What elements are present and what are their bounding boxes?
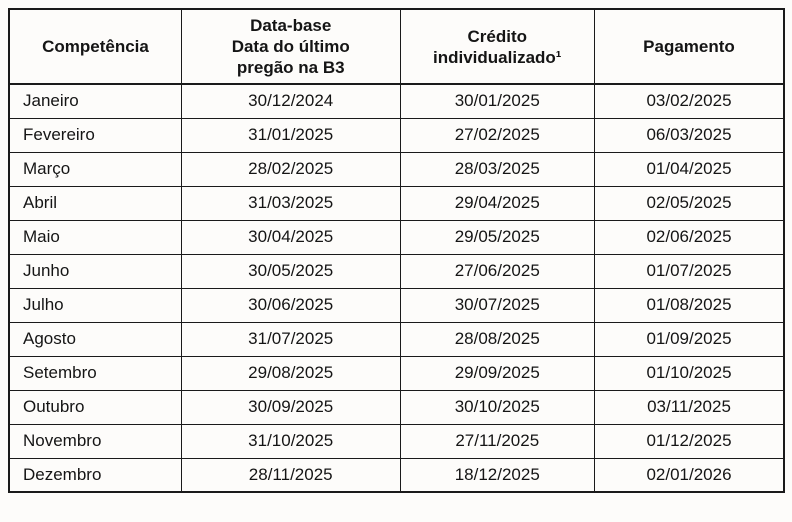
table-row: Agosto 31/07/2025 28/08/2025 01/09/2025 bbox=[8, 321, 785, 357]
table-row: Novembro 31/10/2025 27/11/2025 01/12/2025 bbox=[8, 423, 785, 459]
column-header-line: Crédito bbox=[467, 26, 528, 46]
date-cell: 30/07/2025 bbox=[399, 287, 595, 323]
table-row: Fevereiro 31/01/2025 27/02/2025 06/03/2025 bbox=[8, 117, 785, 153]
date-cell: 01/04/2025 bbox=[594, 151, 785, 187]
date-cell: 30/05/2025 bbox=[180, 253, 401, 289]
payment-calendar-table: Competência Data-base Data do último pregão… bbox=[8, 8, 785, 493]
column-header-pagamento: Pagamento bbox=[594, 8, 785, 85]
date-cell: 01/09/2025 bbox=[594, 321, 785, 357]
month-cell: Julho bbox=[8, 287, 182, 323]
column-header-credito-individualizado: Crédito individualizado¹ bbox=[399, 8, 595, 85]
date-cell: 31/03/2025 bbox=[180, 185, 401, 221]
date-cell: 01/10/2025 bbox=[594, 355, 785, 391]
date-cell: 03/11/2025 bbox=[594, 389, 785, 425]
column-header-line: Competência bbox=[42, 37, 149, 56]
column-header-competencia: Competência bbox=[8, 8, 182, 85]
column-header-data-base: Data-base Data do último pregão na B3 bbox=[180, 8, 401, 85]
table-row: Março 28/02/2025 28/03/2025 01/04/2025 bbox=[8, 151, 785, 187]
date-cell: 30/12/2024 bbox=[180, 83, 401, 119]
date-cell: 28/11/2025 bbox=[180, 457, 401, 493]
date-cell: 02/05/2025 bbox=[594, 185, 785, 221]
date-cell: 30/04/2025 bbox=[180, 219, 401, 255]
date-cell: 30/10/2025 bbox=[399, 389, 595, 425]
date-cell: 28/03/2025 bbox=[399, 151, 595, 187]
date-cell: 02/01/2026 bbox=[594, 457, 785, 493]
date-cell: 27/02/2025 bbox=[399, 117, 595, 153]
date-cell: 01/07/2025 bbox=[594, 253, 785, 289]
month-cell: Junho bbox=[8, 253, 182, 289]
column-header-line: Pagamento bbox=[643, 37, 735, 56]
month-cell: Outubro bbox=[8, 389, 182, 425]
column-header-line: Data-base bbox=[250, 16, 332, 35]
date-cell: 01/12/2025 bbox=[594, 423, 785, 459]
date-cell: 29/04/2025 bbox=[399, 185, 595, 221]
table-header: Competência Data-base Data do último pregão… bbox=[8, 8, 785, 85]
month-cell: Agosto bbox=[8, 321, 182, 357]
month-cell: Março bbox=[8, 151, 182, 187]
date-cell: 18/12/2025 bbox=[399, 457, 595, 493]
date-cell: 28/02/2025 bbox=[180, 151, 401, 187]
date-cell: 31/10/2025 bbox=[180, 423, 401, 459]
month-cell: Novembro bbox=[8, 423, 182, 459]
date-cell: 29/09/2025 bbox=[399, 355, 595, 391]
date-cell: 06/03/2025 bbox=[594, 117, 785, 153]
date-cell: 29/05/2025 bbox=[399, 219, 595, 255]
month-cell: Dezembro bbox=[8, 457, 182, 493]
month-cell: Maio bbox=[8, 219, 182, 255]
table-row: Setembro 29/08/2025 29/09/2025 01/10/2025 bbox=[8, 355, 785, 391]
date-cell: 29/08/2025 bbox=[180, 355, 401, 391]
month-cell: Setembro bbox=[8, 355, 182, 391]
column-header-line: pregão na B3 bbox=[236, 58, 345, 77]
table-row: Abril 31/03/2025 29/04/2025 02/05/2025 bbox=[8, 185, 785, 221]
date-cell: 28/08/2025 bbox=[399, 321, 595, 357]
table-row: Dezembro 28/11/2025 18/12/2025 02/01/2026 bbox=[8, 457, 785, 493]
date-cell: 30/06/2025 bbox=[180, 287, 401, 323]
table-row: Maio 30/04/2025 29/05/2025 02/06/2025 bbox=[8, 219, 785, 255]
table-body: Janeiro 30/12/2024 30/01/2025 03/02/2025 Fev… bbox=[8, 83, 785, 493]
table-row: Junho 30/05/2025 27/06/2025 01/07/2025 bbox=[8, 253, 785, 289]
date-cell: 31/01/2025 bbox=[180, 117, 401, 153]
column-header-line: individualizado¹ bbox=[433, 47, 562, 67]
table-row: Outubro 30/09/2025 30/10/2025 03/11/2025 bbox=[8, 389, 785, 425]
month-cell: Fevereiro bbox=[8, 117, 182, 153]
date-cell: 30/09/2025 bbox=[180, 389, 401, 425]
month-cell: Janeiro bbox=[8, 83, 182, 119]
column-header-line: Data do último bbox=[231, 37, 350, 56]
date-cell: 02/06/2025 bbox=[594, 219, 785, 255]
month-cell: Abril bbox=[8, 185, 182, 221]
table-row: Julho 30/06/2025 30/07/2025 01/08/2025 bbox=[8, 287, 785, 323]
table-row: Janeiro 30/12/2024 30/01/2025 03/02/2025 bbox=[8, 83, 785, 119]
date-cell: 27/11/2025 bbox=[399, 423, 595, 459]
date-cell: 31/07/2025 bbox=[180, 321, 401, 357]
date-cell: 03/02/2025 bbox=[594, 83, 785, 119]
date-cell: 27/06/2025 bbox=[399, 253, 595, 289]
date-cell: 30/01/2025 bbox=[399, 83, 595, 119]
date-cell: 01/08/2025 bbox=[594, 287, 785, 323]
header-row: Competência Data-base Data do último pregão… bbox=[8, 8, 785, 85]
